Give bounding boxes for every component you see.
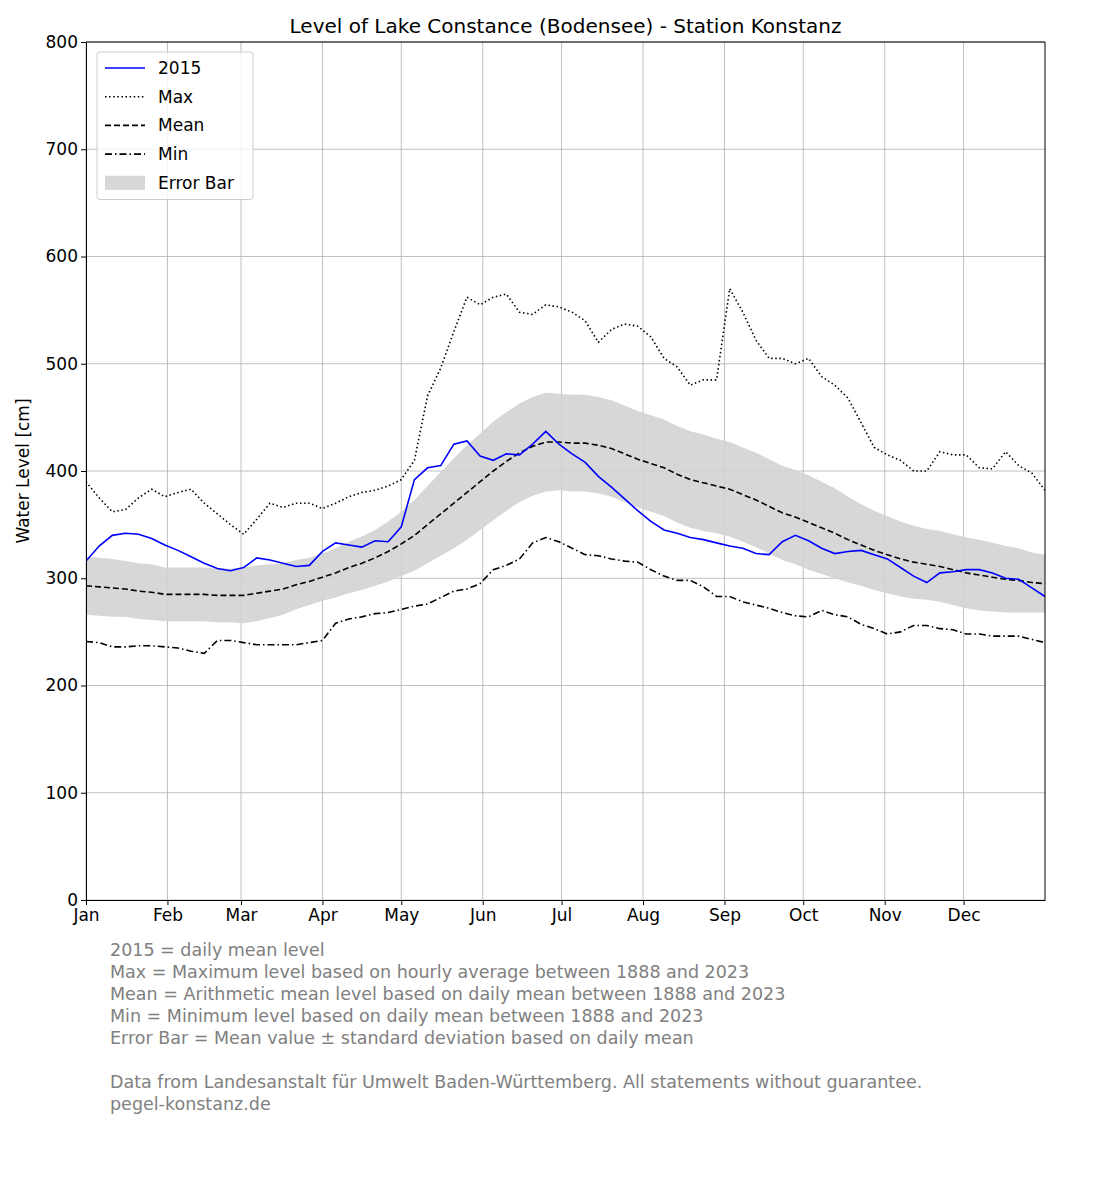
error-band	[86, 393, 1045, 624]
x-tick-label: Jul	[551, 905, 573, 925]
y-axis-title: Water Level [cm]	[13, 398, 33, 543]
grid-line-y	[86, 900, 1045, 901]
legend-label: 2015	[158, 58, 201, 78]
grid-line-y	[86, 685, 1045, 686]
chart-root: JanFebMarAprMayJunJulAugSepOctNovDec0100…	[0, 0, 1100, 1200]
y-tick: 300	[46, 568, 86, 588]
x-tick: Feb	[153, 900, 183, 925]
y-tick-label: 700	[46, 139, 78, 159]
x-tick-label: Sep	[709, 905, 741, 925]
grid-line-y	[86, 792, 1045, 793]
y-tick-mark	[81, 149, 86, 150]
note-line: Min = Minimum level based on daily mean …	[110, 1006, 703, 1026]
y-tick: 0	[67, 890, 86, 910]
y-tick-mark	[81, 686, 86, 687]
y-tick-mark	[81, 793, 86, 794]
x-tick-label: Mar	[225, 905, 257, 925]
x-tick-label: Aug	[627, 905, 660, 925]
note-line: Max = Maximum level based on hourly aver…	[110, 962, 749, 982]
x-tick-label: May	[384, 905, 419, 925]
y-tick: 200	[46, 675, 86, 695]
y-tick-mark	[81, 364, 86, 365]
chart-title: Level of Lake Constance (Bodensee) - Sta…	[290, 14, 842, 38]
legend-swatch	[105, 176, 145, 190]
x-tick: Jun	[469, 900, 497, 925]
x-axis: JanFebMarAprMayJunJulAugSepOctNovDec	[72, 900, 1045, 925]
legend-label: Error Bar	[158, 173, 234, 193]
x-tick-label: Jun	[469, 905, 497, 925]
source-line: pegel-konstanz.de	[110, 1094, 271, 1114]
x-tick: Apr	[308, 900, 337, 925]
legend: 2015 Max Mean Min Error Bar	[97, 52, 253, 200]
legend-swatch	[105, 125, 145, 127]
legend-swatch	[105, 67, 145, 69]
x-tick: Sep	[709, 900, 741, 925]
y-tick: 100	[46, 783, 86, 803]
x-tick: Jul	[551, 900, 573, 925]
frame-top	[86, 42, 1045, 43]
x-tick: Nov	[869, 900, 902, 925]
y-tick: 600	[46, 246, 86, 266]
x-axis-line	[87, 900, 1046, 901]
plot-area	[86, 289, 1045, 654]
y-tick: 700	[46, 139, 86, 159]
legend-box	[97, 52, 253, 200]
legend-label: Min	[158, 144, 188, 164]
legend-label: Max	[158, 87, 193, 107]
y-tick-label: 300	[46, 568, 78, 588]
x-tick: Dec	[948, 900, 981, 925]
x-tick: Mar	[225, 900, 257, 925]
grid-line-y	[86, 256, 1045, 257]
grid	[86, 42, 1045, 900]
y-tick-label: 100	[46, 783, 78, 803]
y-tick-mark	[81, 900, 86, 901]
legend-swatch	[105, 153, 145, 155]
y-tick-mark	[81, 42, 86, 43]
x-tick: May	[384, 900, 419, 925]
note-line: 2015 = daily mean level	[110, 940, 325, 960]
x-tick-label: Oct	[789, 905, 819, 925]
y-tick: 500	[46, 354, 86, 374]
y-tick-mark	[81, 471, 86, 472]
x-tick: Oct	[789, 900, 819, 925]
y-tick-label: 500	[46, 354, 78, 374]
x-tick-label: Nov	[869, 905, 902, 925]
x-tick-label: Dec	[948, 905, 981, 925]
x-tick: Aug	[627, 900, 660, 925]
y-tick-mark	[81, 578, 86, 579]
y-tick-label: 200	[46, 675, 78, 695]
y-tick: 800	[46, 32, 86, 52]
background	[0, 0, 1100, 1200]
y-tick-label: 600	[46, 246, 78, 266]
x-tick-label: Apr	[308, 905, 337, 925]
y-tick: 400	[46, 461, 86, 481]
frame-right	[1045, 42, 1046, 900]
y-tick-label: 0	[67, 890, 78, 910]
legend-swatch	[105, 96, 145, 98]
note-line: Mean = Arithmetic mean level based on da…	[110, 984, 785, 1004]
y-tick-label: 400	[46, 461, 78, 481]
y-axis-line	[86, 43, 87, 901]
note-line: Error Bar = Mean value ± standard deviat…	[110, 1028, 694, 1048]
notes: 2015 = daily mean levelMax = Maximum lev…	[110, 940, 922, 1114]
source-line: Data from Landesanstalt für Umwelt Baden…	[110, 1072, 922, 1092]
chart-svg: JanFebMarAprMayJunJulAugSepOctNovDec0100…	[0, 0, 1100, 1200]
y-tick-label: 800	[46, 32, 78, 52]
grid-line-y	[86, 363, 1045, 364]
series-line	[86, 431, 1045, 596]
series-line	[86, 289, 1045, 535]
y-tick-mark	[81, 257, 86, 258]
grid-line-y	[86, 42, 1045, 43]
x-tick-label: Feb	[153, 905, 183, 925]
legend-label: Mean	[158, 115, 204, 135]
y-axis: 0 100 200 300 400 500 600 700 800	[46, 32, 87, 910]
series-line	[86, 442, 1045, 595]
